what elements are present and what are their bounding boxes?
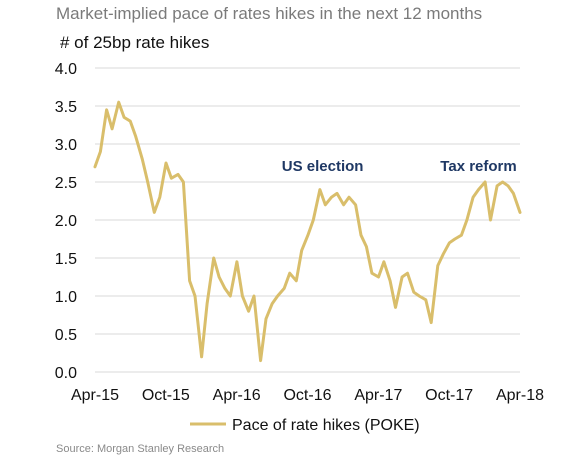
annotations: US election Tax reform [282, 158, 517, 175]
series-group [93, 100, 522, 363]
y-tick-label: 1.0 [55, 289, 77, 306]
y-tick-labels: 0.0 0.5 1.0 1.5 2.0 2.5 3.0 3.5 4.0 [55, 61, 77, 382]
legend-label: Pace of rate hikes (POKE) [232, 417, 420, 434]
chart-title: Market-implied pace of rates hikes in th… [56, 4, 483, 23]
y-tick-label: 0.0 [55, 365, 77, 382]
y-tick-label: 4.0 [55, 61, 77, 78]
y-tick-label: 2.0 [55, 213, 77, 230]
y-tick-label: 3.0 [55, 137, 77, 154]
y-tick-label: 0.5 [55, 327, 77, 344]
x-tick-label: Apr-15 [71, 387, 119, 404]
x-tick-label: Oct-16 [283, 387, 331, 404]
x-tick-labels: Apr-15 Oct-15 Apr-16 Oct-16 Apr-17 Oct-17 Apr-… [71, 387, 544, 404]
y-axis-label: # of 25bp rate hikes [60, 33, 210, 52]
x-tick-label: Oct-17 [425, 387, 473, 404]
series-line [93, 100, 522, 363]
x-tick-label: Apr-16 [213, 387, 261, 404]
x-tick-label: Apr-17 [354, 387, 402, 404]
y-tick-label: 2.5 [55, 175, 77, 192]
x-tick-label: Oct-15 [142, 387, 190, 404]
source-note: Source: Morgan Stanley Research [56, 443, 225, 455]
annotation-label: Tax reform [440, 158, 516, 175]
x-tick-label: Apr-18 [496, 387, 544, 404]
y-tick-label: 3.5 [55, 99, 77, 116]
legend: Pace of rate hikes (POKE) [190, 417, 420, 434]
annotation-label: US election [282, 158, 364, 175]
gridlines [95, 67, 520, 373]
y-tick-label: 1.5 [55, 251, 77, 268]
